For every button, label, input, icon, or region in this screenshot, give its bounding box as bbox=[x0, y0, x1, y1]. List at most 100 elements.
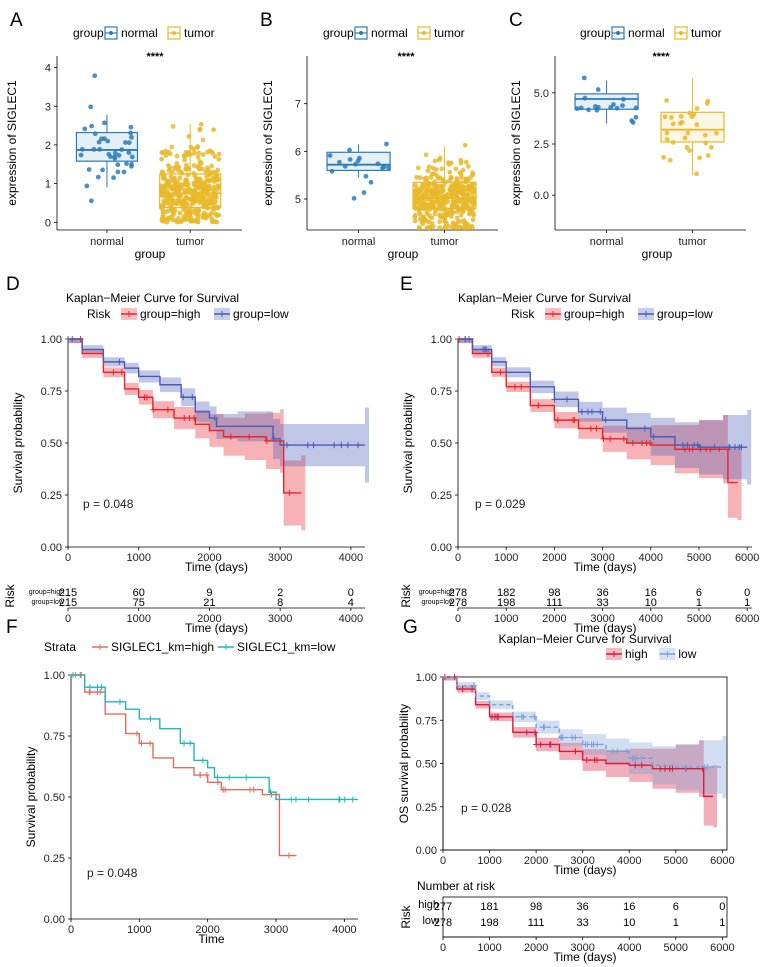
censor-mark bbox=[511, 383, 518, 390]
data-point bbox=[197, 180, 203, 186]
censor-mark bbox=[623, 748, 630, 755]
data-point bbox=[121, 169, 127, 175]
censor-mark bbox=[65, 336, 72, 342]
data-point bbox=[170, 184, 175, 190]
data-point bbox=[368, 179, 374, 185]
panel-label: A bbox=[10, 10, 23, 31]
x-tick-label: 0 bbox=[455, 552, 461, 564]
legend-key-censor bbox=[550, 311, 556, 317]
data-point bbox=[427, 213, 433, 219]
risk-count: 2 bbox=[277, 587, 283, 599]
data-point bbox=[457, 170, 463, 176]
x-tick-label: 6000 bbox=[710, 855, 734, 867]
data-point bbox=[447, 178, 452, 184]
data-point bbox=[201, 210, 207, 216]
curve-low bbox=[443, 676, 723, 770]
data-point bbox=[702, 132, 708, 138]
data-point bbox=[714, 130, 719, 136]
legend-key-censor bbox=[643, 311, 649, 317]
data-point bbox=[465, 222, 471, 228]
box-normal bbox=[326, 141, 391, 201]
data-point bbox=[173, 164, 179, 170]
y-tick-label: 1.00 bbox=[416, 672, 437, 684]
risk-row-name: low bbox=[422, 915, 439, 927]
censor-mark bbox=[726, 444, 733, 451]
censor-mark bbox=[250, 786, 257, 793]
data-point bbox=[88, 104, 94, 110]
risk-count: 0 bbox=[719, 901, 725, 913]
data-point bbox=[417, 225, 422, 231]
censor-mark bbox=[222, 786, 229, 793]
data-point bbox=[201, 186, 207, 191]
data-point bbox=[115, 169, 121, 175]
x-tick-label: 4000 bbox=[339, 552, 363, 564]
data-point bbox=[174, 153, 180, 159]
data-point bbox=[197, 200, 203, 206]
censor-mark bbox=[535, 402, 542, 409]
censor-mark bbox=[532, 729, 539, 736]
data-point bbox=[460, 184, 466, 190]
data-point bbox=[689, 114, 695, 120]
risk-x-axis-label: Time (days) bbox=[185, 621, 248, 635]
data-point bbox=[181, 207, 186, 212]
data-point bbox=[179, 170, 185, 176]
data-point bbox=[425, 185, 430, 191]
censor-mark bbox=[133, 730, 140, 737]
data-point bbox=[215, 204, 221, 210]
risk-x-tick-label: 0 bbox=[455, 613, 461, 625]
risk-x-tick-label: 6000 bbox=[710, 942, 734, 954]
data-point bbox=[582, 95, 588, 101]
censor-mark bbox=[355, 442, 362, 449]
data-point bbox=[431, 171, 437, 177]
censor-mark bbox=[150, 406, 157, 413]
x-tick-label: tumor bbox=[678, 236, 706, 248]
y-axis-label: Survival probability bbox=[401, 393, 415, 494]
data-point bbox=[116, 152, 122, 158]
data-point bbox=[448, 187, 453, 193]
data-point bbox=[211, 184, 217, 190]
data-point bbox=[436, 206, 442, 212]
risk-count: 181 bbox=[480, 901, 498, 913]
significance-label: **** bbox=[146, 51, 164, 63]
data-point bbox=[460, 167, 466, 173]
y-tick-label: 0.75 bbox=[41, 386, 62, 398]
data-point bbox=[662, 114, 668, 120]
data-point bbox=[467, 184, 473, 190]
data-point bbox=[439, 166, 445, 172]
data-point bbox=[415, 165, 421, 171]
censor-mark bbox=[197, 772, 204, 779]
data-point bbox=[586, 107, 591, 113]
censor-mark bbox=[267, 789, 274, 796]
risk-count: 21 bbox=[203, 597, 215, 609]
data-point bbox=[357, 155, 362, 161]
censor-mark bbox=[310, 442, 317, 449]
y-tick-label: 0.75 bbox=[44, 731, 65, 743]
y-tick-label: 4 bbox=[45, 63, 51, 75]
legend-label: low bbox=[678, 647, 696, 661]
x-tick-label: 1000 bbox=[477, 855, 501, 867]
data-point bbox=[414, 174, 420, 180]
data-point bbox=[216, 156, 222, 162]
plot-title: Kaplan−Meier Curve for Survival bbox=[498, 632, 671, 646]
box-normal bbox=[574, 75, 639, 125]
data-point bbox=[682, 135, 688, 141]
data-point bbox=[88, 198, 94, 204]
censor-mark bbox=[681, 446, 688, 453]
data-point bbox=[102, 120, 107, 126]
data-point bbox=[97, 146, 103, 152]
y-tick-label: 0.00 bbox=[41, 542, 62, 554]
risk-row-name: high bbox=[418, 899, 439, 911]
risk-x-tick-label: 6000 bbox=[735, 613, 759, 625]
data-point bbox=[194, 219, 200, 224]
data-point bbox=[108, 154, 113, 160]
censor-mark bbox=[180, 394, 187, 401]
censor-mark bbox=[187, 740, 194, 747]
data-point bbox=[417, 175, 423, 181]
censor-mark bbox=[638, 755, 645, 762]
censor-mark bbox=[632, 762, 639, 769]
censor-mark bbox=[199, 757, 206, 764]
data-point bbox=[182, 154, 188, 159]
data-point bbox=[169, 144, 175, 150]
risk-count: 278 bbox=[449, 587, 467, 599]
data-point bbox=[129, 161, 134, 167]
